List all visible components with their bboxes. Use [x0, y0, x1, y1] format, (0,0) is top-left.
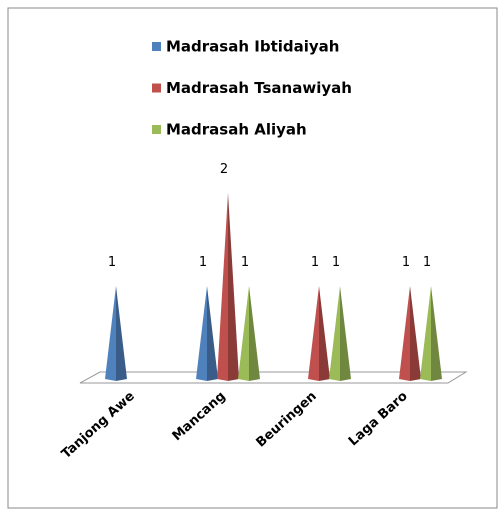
data-label: 1	[423, 255, 431, 270]
cone-face-right	[249, 286, 260, 381]
cone-face-right	[319, 286, 330, 381]
cone	[105, 286, 127, 381]
cone	[399, 286, 421, 381]
legend-label: Madrasah Tsanawiyah	[166, 79, 352, 97]
data-label: 1	[241, 255, 249, 270]
legend-swatch	[152, 83, 161, 93]
cone-face-left	[105, 286, 116, 381]
cone-face-left	[238, 286, 249, 381]
data-label: 1	[311, 255, 319, 270]
chart-border	[7, 7, 498, 509]
cone-face-right	[207, 286, 218, 381]
cone-face-left	[329, 286, 340, 381]
cone	[196, 286, 218, 381]
data-label: 1	[108, 255, 116, 270]
legend-label: Madrasah Aliyah	[166, 121, 307, 139]
data-label: 1	[199, 255, 207, 270]
cone-face-right	[410, 286, 421, 381]
data-label: 1	[402, 255, 410, 270]
cone-face-left	[399, 286, 410, 381]
cone-face-left	[308, 286, 319, 381]
data-label: 1	[332, 255, 340, 270]
legend-swatch	[152, 125, 161, 134]
cone	[217, 193, 239, 381]
legend-label: Madrasah Ibtidaiyah	[166, 38, 339, 56]
cone-face-right	[431, 286, 442, 381]
cone-face-left	[217, 193, 228, 381]
cone-face-left	[420, 286, 431, 381]
cone	[308, 286, 330, 381]
data-label: 2	[220, 162, 228, 177]
cone-face-left	[196, 286, 207, 381]
cone-face-right	[116, 286, 127, 381]
cone	[238, 286, 260, 381]
cone-face-right	[340, 286, 351, 381]
cone-face-right	[228, 193, 239, 381]
cone	[329, 286, 351, 381]
cone	[420, 286, 442, 381]
legend-swatch	[152, 42, 161, 51]
